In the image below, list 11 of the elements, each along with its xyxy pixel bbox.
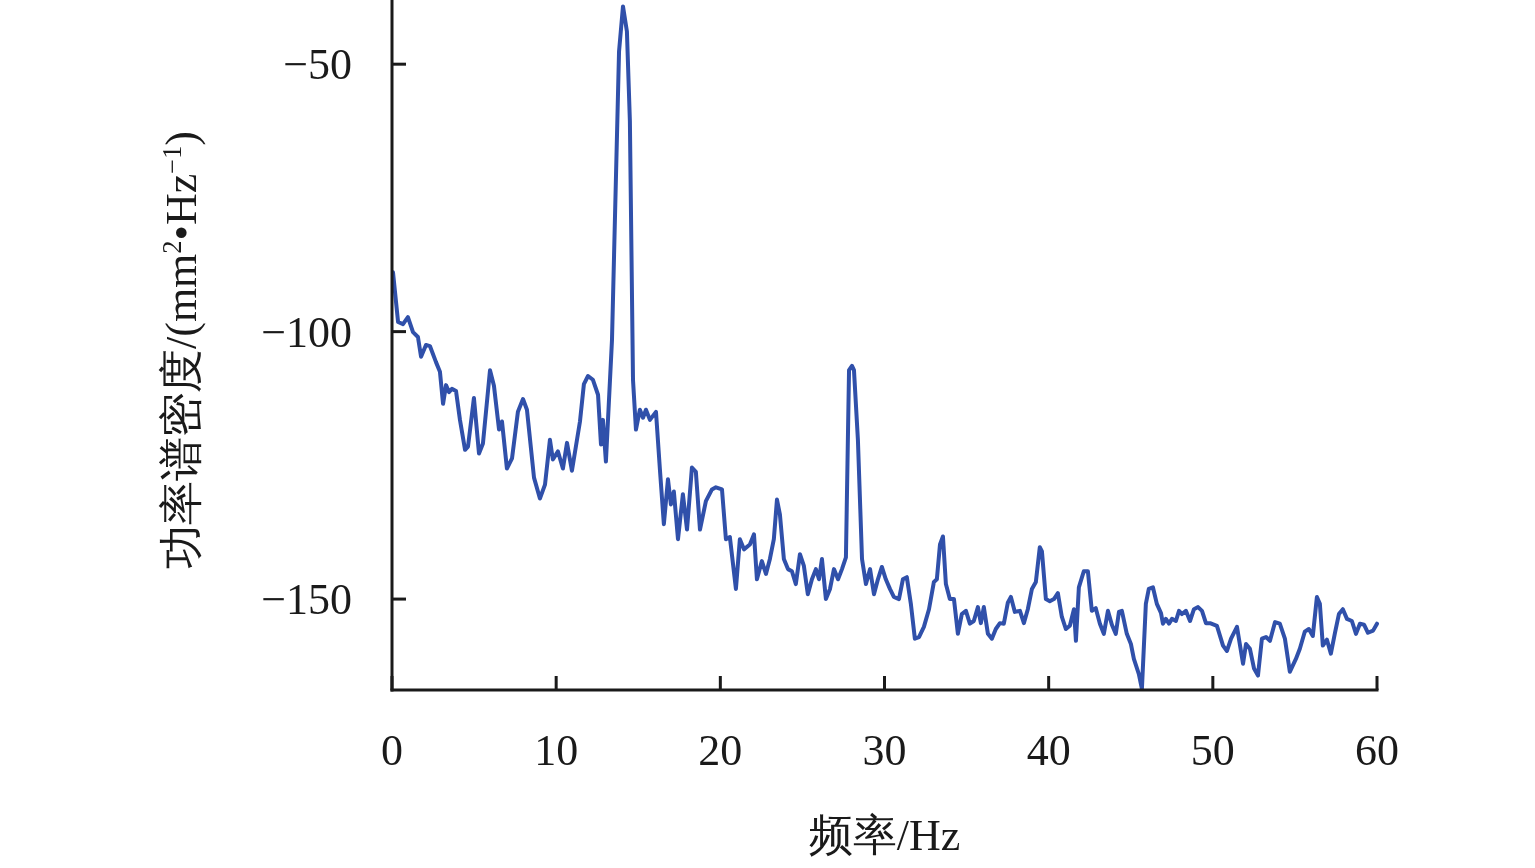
y-tick-label: −50 (283, 40, 352, 90)
x-tick-label: 10 (534, 726, 579, 775)
x-tick-label: 30 (862, 726, 907, 775)
x-tick-label: 40 (1026, 726, 1071, 775)
x-tick-label: 60 (1355, 726, 1399, 775)
x-tick-label: 50 (1190, 726, 1235, 775)
y-tick-label: −150 (261, 575, 352, 625)
x-axis-title: 频率/Hz (808, 811, 961, 860)
x-tick-label: 20 (698, 726, 743, 775)
x-tick-label: 0 (381, 726, 403, 775)
y-tick-label: −100 (261, 307, 352, 357)
